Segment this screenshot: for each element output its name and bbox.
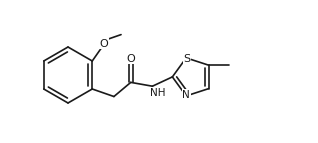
Text: O: O: [126, 54, 135, 64]
Text: S: S: [183, 54, 191, 64]
Text: N: N: [182, 90, 190, 100]
Text: NH: NH: [150, 88, 165, 98]
Text: O: O: [99, 39, 108, 49]
